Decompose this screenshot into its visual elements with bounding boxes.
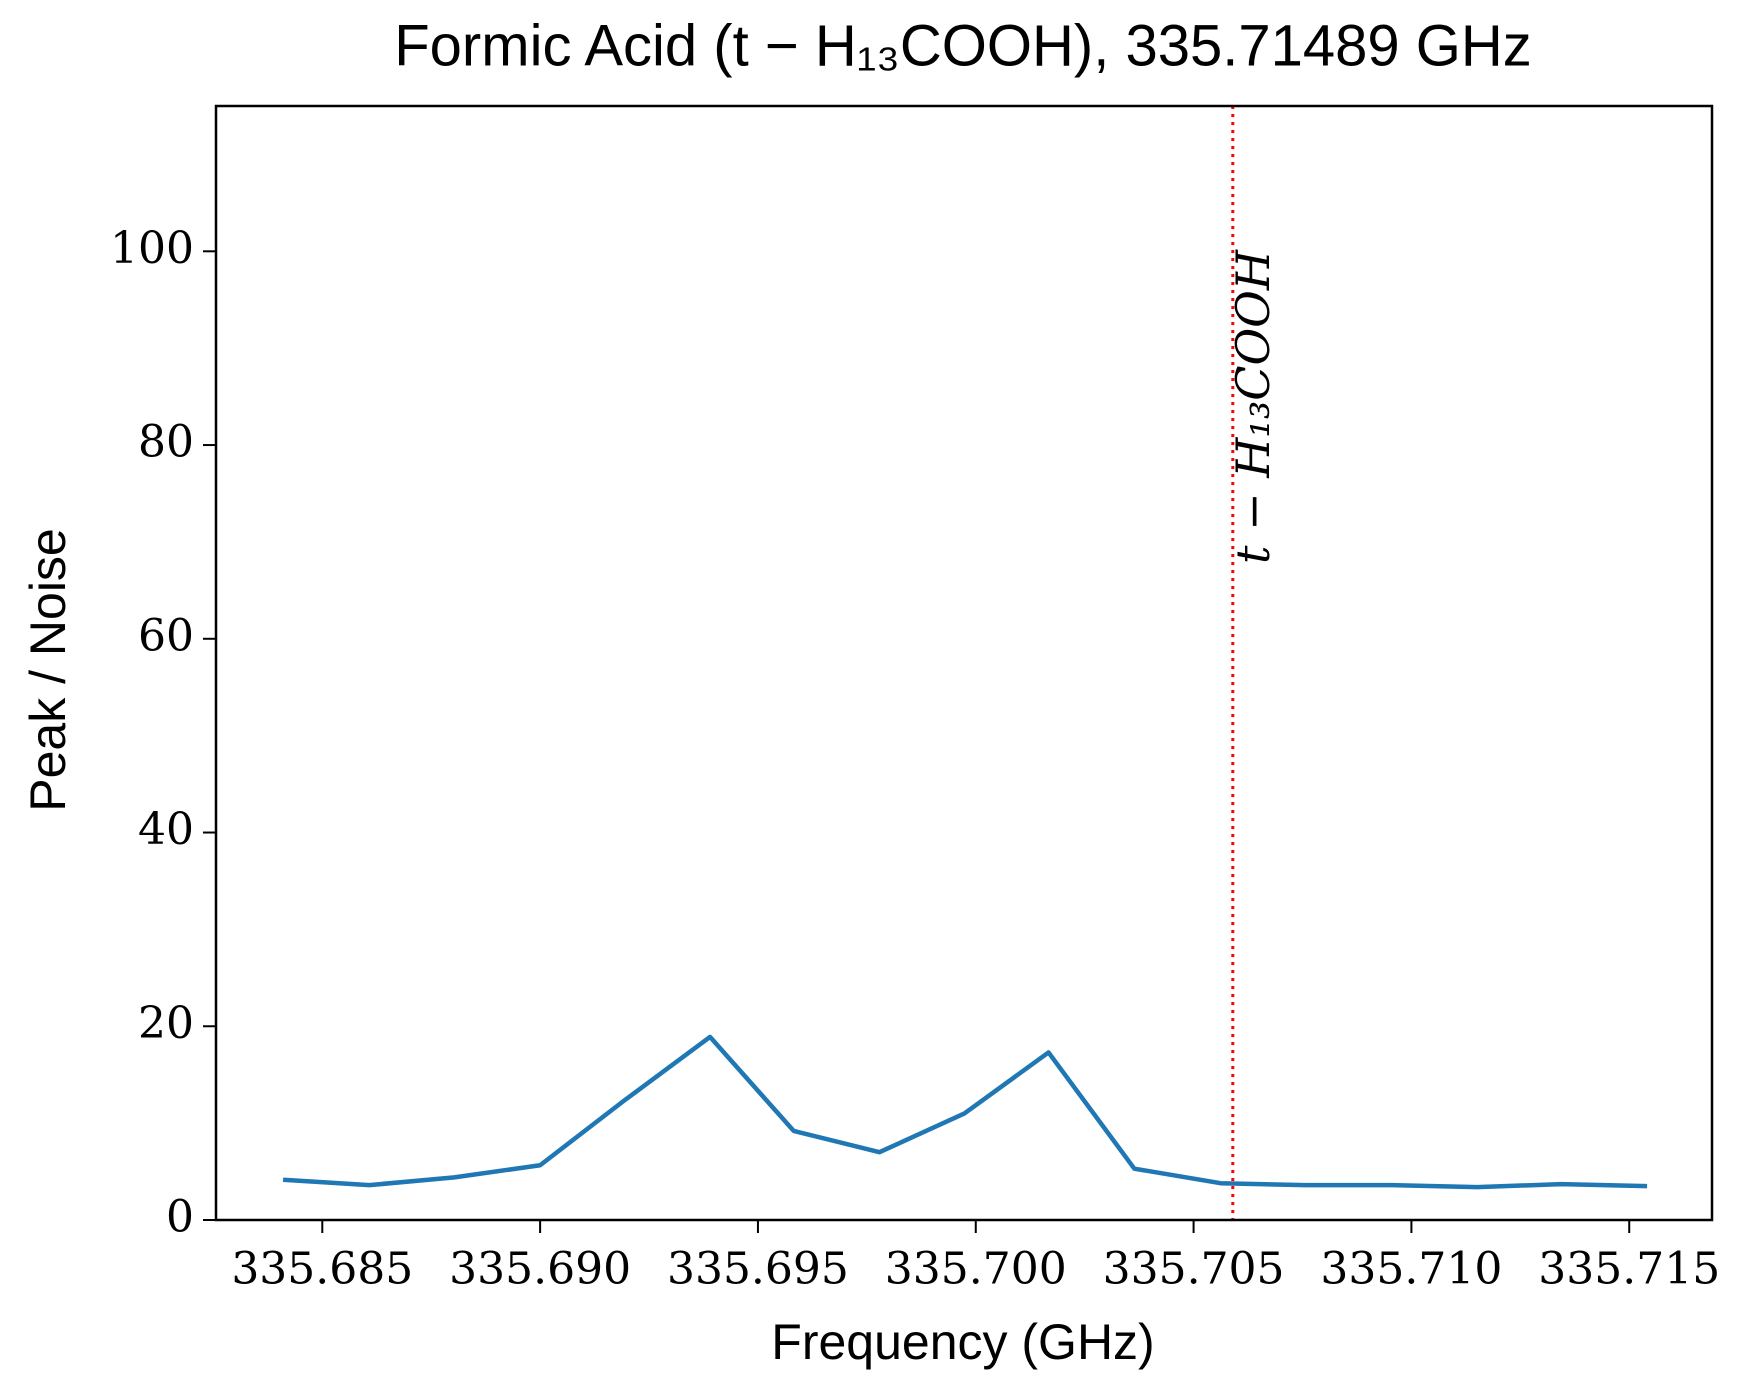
- y-tick-label: 80: [138, 417, 194, 468]
- x-axis-label: Frequency (GHz): [771, 1314, 1154, 1370]
- annotation-label: t − H₁₃COOH: [1226, 249, 1280, 564]
- y-tick-label: 0: [166, 1192, 194, 1243]
- plot-frame: [214, 104, 1714, 1222]
- y-tick-label: 20: [138, 998, 194, 1049]
- x-tick-label: 335.705: [1103, 1244, 1285, 1295]
- y-tick-label: 40: [138, 804, 194, 855]
- data-line: [282, 1034, 1648, 1190]
- y-tick-label: 100: [110, 223, 194, 274]
- y-axis-label: Peak / Noise: [20, 528, 76, 811]
- x-tick-label: 335.695: [667, 1244, 849, 1295]
- x-tick-label: 335.690: [449, 1244, 631, 1295]
- x-tick-label: 335.715: [1538, 1244, 1720, 1295]
- chart-title: Formic Acid (t − H₁₃COOH), 335.71489 GHz: [394, 13, 1532, 78]
- x-tick-label: 335.710: [1320, 1244, 1502, 1295]
- y-tick-label: 60: [138, 610, 194, 661]
- x-tick-label: 335.685: [231, 1244, 413, 1295]
- x-tick-label: 335.700: [885, 1244, 1067, 1295]
